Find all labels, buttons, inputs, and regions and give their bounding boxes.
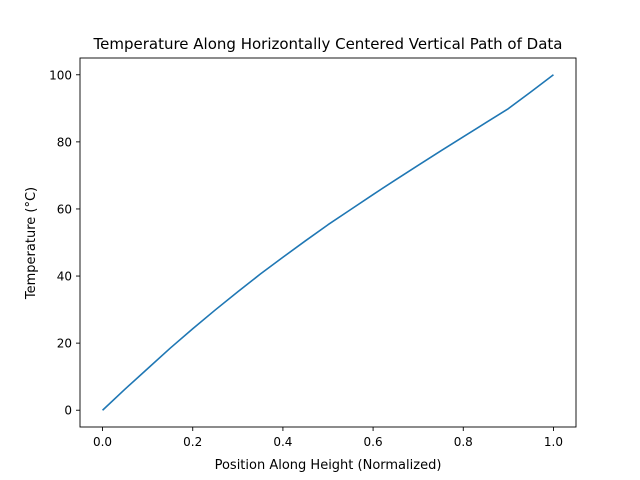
x-axis-label: Position Along Height (Normalized)	[215, 458, 442, 473]
x-tick-label: 1.0	[544, 435, 563, 449]
y-tick-label: 100	[49, 68, 72, 82]
chart-title: Temperature Along Horizontally Centered …	[93, 35, 563, 53]
x-tick-label: 0.2	[183, 435, 202, 449]
x-tick-label: 0.4	[273, 435, 292, 449]
series-line-0	[102, 74, 554, 411]
y-tick-label: 60	[57, 202, 72, 216]
x-axis: 0.0 0.2 0.4 0.6 0.8 1.0	[93, 427, 563, 449]
y-tick-label: 40	[57, 270, 72, 284]
x-tick-label: 0.0	[93, 435, 112, 449]
x-tick-label: 0.8	[454, 435, 473, 449]
y-tick-label: 80	[57, 135, 72, 149]
y-axis-label: Temperature (°C)	[24, 187, 39, 300]
y-tick-label: 20	[57, 337, 72, 351]
plot-frame	[79, 57, 577, 428]
x-tick-label: 0.6	[364, 435, 383, 449]
y-axis: 0 20 40 60 80 100	[49, 68, 80, 418]
plot-area	[79, 57, 577, 428]
y-tick-label: 0	[64, 404, 72, 418]
